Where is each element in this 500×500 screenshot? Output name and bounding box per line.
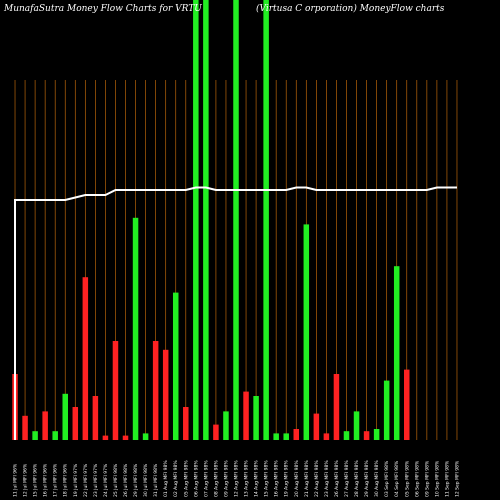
x-tick-label: 21 Aug MFI 98% [304, 460, 310, 497]
money-flow-bar [52, 431, 58, 440]
x-tick-label: 06 Aug MFI 98% [193, 460, 199, 497]
x-tick-label: 12 Sep MFI 98% [454, 460, 460, 497]
x-tick-label: 15 Jul MFI 96% [33, 463, 39, 497]
money-flow-bar [122, 435, 129, 440]
money-flow-bar [142, 433, 149, 440]
money-flow-bar [233, 0, 239, 440]
money-flow-bar [373, 429, 380, 440]
money-flow-bar [193, 0, 199, 440]
x-tick-label: 12 Aug MFI 98% [234, 460, 240, 497]
money-flow-bar [92, 396, 99, 440]
chart-subtitle: (Virtusa C orporation) MoneyFlow charts [256, 3, 445, 14]
money-flow-bar [353, 411, 360, 440]
x-tick-label: 07 Aug MFI 98% [203, 460, 209, 497]
x-tick-label: 30 Aug MFI 98% [374, 460, 380, 497]
x-tick-label: 28 Aug MFI 98% [354, 460, 360, 497]
x-tick-label: 22 Jul MFI 97% [83, 463, 89, 497]
x-tick-label: 09 Aug MFI 98% [223, 460, 229, 497]
x-tick-label: 05 Sep MFI 98% [404, 460, 410, 497]
money-flow-bar [404, 369, 410, 440]
money-flow-bar [293, 429, 300, 440]
money-flow-bar [363, 431, 370, 440]
money-flow-bar [313, 413, 320, 440]
x-tick-label: 29 Jul MFI 98% [133, 463, 139, 497]
money-flow-bar [273, 433, 279, 440]
money-flow-bar [223, 411, 229, 440]
money-flow-bar [42, 411, 48, 440]
x-tick-label: 19 Aug MFI 98% [284, 460, 290, 497]
x-tick-label: 19 Jul MFI 97% [73, 463, 79, 497]
x-tick-label: 09 Sep MFI 98% [424, 460, 430, 497]
money-flow-bar [172, 292, 179, 440]
x-tick-label: 24 Jul MFI 97% [103, 463, 109, 497]
x-tick-label: 03 Sep MFI 98% [384, 460, 390, 497]
money-flow-bar [263, 0, 269, 440]
money-flow-bar [383, 380, 390, 440]
x-tick-label: 05 Aug MFI 98% [183, 460, 189, 497]
x-tick-labels: 11 Jul MFI 96% 12 Jul MFI 96% 15 Jul MFI 9… [13, 460, 461, 497]
x-tick-label: 30 Jul MFI 98% [143, 463, 149, 497]
mfi-line-series [14, 186, 457, 440]
money-flow-bar [22, 415, 28, 440]
x-tick-label: 29 Aug MFI 98% [364, 460, 370, 497]
x-tick-label: 22 Aug MFI 98% [314, 460, 320, 497]
money-flow-bar [112, 341, 119, 440]
x-tick-label: 10 Sep MFI 98% [434, 460, 440, 497]
x-tick-label: 04 Sep MFI 98% [394, 460, 400, 497]
money-flow-bar [72, 407, 79, 440]
money-flow-bar [183, 407, 189, 440]
x-tick-label: 31 Jul MFI 98% [153, 463, 159, 497]
mfi-line [14, 186, 457, 440]
x-tick-label: 06 Sep MFI 98% [414, 460, 420, 497]
money-flow-bar [253, 396, 259, 440]
x-tick-label: 26 Jul MFI 98% [123, 463, 129, 497]
x-tick-label: 15 Aug MFI 98% [264, 460, 270, 497]
x-tick-label: 26 Aug MFI 98% [334, 460, 340, 497]
money-flow-bar [102, 435, 109, 440]
money-flow-bar [323, 433, 330, 440]
money-flow-bar [303, 224, 310, 440]
x-tick-label: 11 Sep MFI 98% [444, 460, 450, 497]
money-flow-bar [203, 0, 209, 440]
money-flow-bar [343, 431, 350, 440]
x-tick-label: 16 Aug MFI 98% [274, 460, 280, 497]
x-tick-label: 17 Jul MFI 96% [53, 463, 59, 497]
money-flow-bar [162, 349, 169, 440]
money-flow-bar [82, 277, 89, 440]
x-tick-label: 23 Jul MFI 97% [93, 463, 99, 497]
money-flow-bar [152, 341, 159, 440]
x-tick-label: 11 Jul MFI 96% [13, 463, 19, 497]
money-flow-bar [32, 431, 38, 440]
x-tick-label: 13 Aug MFI 98% [244, 460, 250, 497]
x-tick-label: 02 Aug MFI 98% [173, 460, 179, 497]
x-tick-label: 08 Aug MFI 98% [213, 460, 219, 497]
x-tick-label: 16 Jul MFI 96% [43, 463, 49, 497]
x-tick-label: 25 Jul MFI 98% [113, 463, 119, 497]
x-tick-label: 14 Aug MFI 98% [254, 460, 260, 497]
x-tick-label: 27 Aug MFI 98% [344, 460, 350, 497]
x-tick-label: 12 Jul MFI 96% [23, 463, 29, 497]
money-flow-bar [393, 266, 400, 440]
money-flow-bar [283, 433, 289, 440]
money-flow-bar [333, 374, 340, 440]
x-tick-label: 01 Aug MFI 98% [163, 460, 169, 497]
money-flow-bar [243, 391, 249, 440]
chart-title: MunafaSutra Money Flow Charts for VRTU [3, 4, 202, 14]
bar-series [12, 0, 410, 440]
x-tick-label: 20 Aug MFI 98% [294, 460, 300, 497]
money-flow-bar [62, 393, 68, 440]
money-flow-bar [132, 217, 139, 440]
x-tick-label: 23 Aug MFI 98% [324, 460, 330, 497]
money-flow-bar [213, 424, 219, 440]
x-tick-label: 18 Jul MFI 96% [63, 463, 69, 497]
